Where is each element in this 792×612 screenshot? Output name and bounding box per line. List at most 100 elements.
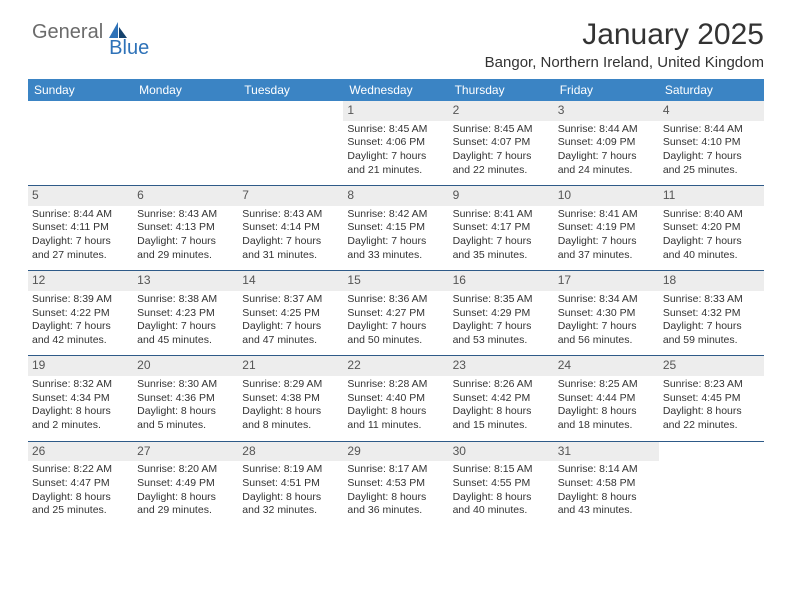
calendar-day-cell: 11 Sunrise: 8:40 AMSunset: 4:20 PMDayligh… xyxy=(659,186,764,271)
sunrise-text: Sunrise: 8:34 AM xyxy=(558,293,655,307)
daylight-line2: and 32 minutes. xyxy=(242,504,339,518)
day-number xyxy=(238,101,343,121)
calendar-week-row: 1Sunrise: 8:45 AMSunset: 4:06 PMDaylight… xyxy=(28,101,764,186)
sunrise-text: Sunrise: 8:15 AM xyxy=(453,463,550,477)
day-details: Sunrise: 8:38 AMSunset: 4:23 PMDaylight:… xyxy=(137,293,234,350)
daylight-line1: Daylight: 8 hours xyxy=(347,405,444,419)
calendar-day-cell: 2Sunrise: 8:45 AMSunset: 4:07 PMDaylight… xyxy=(449,101,554,186)
day-details: Sunrise: 8:28 AMSunset: 4:40 PMDaylight:… xyxy=(347,378,444,435)
sunrise-text: Sunrise: 8:39 AM xyxy=(32,293,129,307)
sunrise-text: Sunrise: 8:40 AM xyxy=(663,208,760,222)
day-details: Sunrise: 8:29 AMSunset: 4:38 PMDaylight:… xyxy=(242,378,339,435)
day-number: 8 xyxy=(343,186,448,206)
day-details: Sunrise: 8:23 AMSunset: 4:45 PMDaylight:… xyxy=(663,378,760,435)
sunrise-text: Sunrise: 8:22 AM xyxy=(32,463,129,477)
calendar-day-cell: 3Sunrise: 8:44 AMSunset: 4:09 PMDaylight… xyxy=(554,101,659,186)
sunrise-text: Sunrise: 8:45 AM xyxy=(453,123,550,137)
day-number: 9 xyxy=(449,186,554,206)
daylight-line2: and 29 minutes. xyxy=(137,504,234,518)
calendar-day-cell: 27Sunrise: 8:20 AMSunset: 4:49 PMDayligh… xyxy=(133,441,238,526)
calendar-day-cell: 19Sunrise: 8:32 AMSunset: 4:34 PMDayligh… xyxy=(28,356,133,441)
calendar-day-cell: 5Sunrise: 8:44 AMSunset: 4:11 PMDaylight… xyxy=(28,186,133,271)
day-details: Sunrise: 8:22 AMSunset: 4:47 PMDaylight:… xyxy=(32,463,129,520)
sunrise-text: Sunrise: 8:19 AM xyxy=(242,463,339,477)
daylight-line2: and 40 minutes. xyxy=(663,249,760,263)
calendar-body: 1Sunrise: 8:45 AMSunset: 4:06 PMDaylight… xyxy=(28,101,764,526)
sunset-text: Sunset: 4:13 PM xyxy=(137,221,234,235)
sunset-text: Sunset: 4:55 PM xyxy=(453,477,550,491)
sunrise-text: Sunrise: 8:41 AM xyxy=(558,208,655,222)
daylight-line2: and 35 minutes. xyxy=(453,249,550,263)
sunset-text: Sunset: 4:19 PM xyxy=(558,221,655,235)
calendar-day-cell: 17Sunrise: 8:34 AMSunset: 4:30 PMDayligh… xyxy=(554,271,659,356)
sunset-text: Sunset: 4:44 PM xyxy=(558,392,655,406)
sunset-text: Sunset: 4:40 PM xyxy=(347,392,444,406)
daylight-line1: Daylight: 8 hours xyxy=(137,405,234,419)
sunset-text: Sunset: 4:36 PM xyxy=(137,392,234,406)
sunset-text: Sunset: 4:20 PM xyxy=(663,221,760,235)
day-details: Sunrise: 8:41 AMSunset: 4:17 PMDaylight:… xyxy=(453,208,550,265)
sunset-text: Sunset: 4:58 PM xyxy=(558,477,655,491)
daylight-line1: Daylight: 7 hours xyxy=(558,320,655,334)
calendar-day-cell: 4Sunrise: 8:44 AMSunset: 4:10 PMDaylight… xyxy=(659,101,764,186)
daylight-line2: and 43 minutes. xyxy=(558,504,655,518)
calendar-day-cell: 15Sunrise: 8:36 AMSunset: 4:27 PMDayligh… xyxy=(343,271,448,356)
day-details: Sunrise: 8:26 AMSunset: 4:42 PMDaylight:… xyxy=(453,378,550,435)
daylight-line1: Daylight: 8 hours xyxy=(347,491,444,505)
daylight-line2: and 25 minutes. xyxy=(663,164,760,178)
daylight-line1: Daylight: 7 hours xyxy=(558,150,655,164)
calendar-day-cell: 31Sunrise: 8:14 AMSunset: 4:58 PMDayligh… xyxy=(554,441,659,526)
sunset-text: Sunset: 4:07 PM xyxy=(453,136,550,150)
day-header: Wednesday xyxy=(343,79,448,101)
day-details: Sunrise: 8:35 AMSunset: 4:29 PMDaylight:… xyxy=(453,293,550,350)
sunrise-text: Sunrise: 8:20 AM xyxy=(137,463,234,477)
daylight-line1: Daylight: 8 hours xyxy=(558,405,655,419)
day-header: Thursday xyxy=(449,79,554,101)
sunrise-text: Sunrise: 8:25 AM xyxy=(558,378,655,392)
day-number xyxy=(133,101,238,121)
sunset-text: Sunset: 4:17 PM xyxy=(453,221,550,235)
calendar-day-cell: 30Sunrise: 8:15 AMSunset: 4:55 PMDayligh… xyxy=(449,441,554,526)
day-details: Sunrise: 8:30 AMSunset: 4:36 PMDaylight:… xyxy=(137,378,234,435)
calendar-day-cell xyxy=(28,101,133,186)
daylight-line1: Daylight: 7 hours xyxy=(663,235,760,249)
daylight-line2: and 2 minutes. xyxy=(32,419,129,433)
sunset-text: Sunset: 4:32 PM xyxy=(663,307,760,321)
day-details: Sunrise: 8:20 AMSunset: 4:49 PMDaylight:… xyxy=(137,463,234,520)
day-number: 21 xyxy=(238,356,343,376)
day-number: 10 xyxy=(554,186,659,206)
daylight-line2: and 15 minutes. xyxy=(453,419,550,433)
sunset-text: Sunset: 4:42 PM xyxy=(453,392,550,406)
daylight-line1: Daylight: 8 hours xyxy=(32,491,129,505)
day-details: Sunrise: 8:43 AMSunset: 4:14 PMDaylight:… xyxy=(242,208,339,265)
day-header: Tuesday xyxy=(238,79,343,101)
daylight-line1: Daylight: 8 hours xyxy=(242,405,339,419)
day-number: 20 xyxy=(133,356,238,376)
sunrise-text: Sunrise: 8:35 AM xyxy=(453,293,550,307)
day-header: Saturday xyxy=(659,79,764,101)
daylight-line1: Daylight: 8 hours xyxy=(453,491,550,505)
sunrise-text: Sunrise: 8:36 AM xyxy=(347,293,444,307)
daylight-line1: Daylight: 7 hours xyxy=(663,320,760,334)
sunset-text: Sunset: 4:38 PM xyxy=(242,392,339,406)
sunset-text: Sunset: 4:14 PM xyxy=(242,221,339,235)
day-details: Sunrise: 8:45 AMSunset: 4:07 PMDaylight:… xyxy=(453,123,550,180)
day-header: Friday xyxy=(554,79,659,101)
day-number: 11 xyxy=(659,186,764,206)
sunrise-text: Sunrise: 8:37 AM xyxy=(242,293,339,307)
sunset-text: Sunset: 4:15 PM xyxy=(347,221,444,235)
day-details: Sunrise: 8:41 AMSunset: 4:19 PMDaylight:… xyxy=(558,208,655,265)
sunset-text: Sunset: 4:27 PM xyxy=(347,307,444,321)
day-details: Sunrise: 8:39 AMSunset: 4:22 PMDaylight:… xyxy=(32,293,129,350)
sunset-text: Sunset: 4:45 PM xyxy=(663,392,760,406)
day-number: 23 xyxy=(449,356,554,376)
sunset-text: Sunset: 4:23 PM xyxy=(137,307,234,321)
day-details: Sunrise: 8:32 AMSunset: 4:34 PMDaylight:… xyxy=(32,378,129,435)
day-number: 5 xyxy=(28,186,133,206)
day-header: Sunday xyxy=(28,79,133,101)
day-number: 2 xyxy=(449,101,554,121)
sunset-text: Sunset: 4:09 PM xyxy=(558,136,655,150)
calendar-day-cell: 23Sunrise: 8:26 AMSunset: 4:42 PMDayligh… xyxy=(449,356,554,441)
day-number: 29 xyxy=(343,442,448,462)
calendar-header-row: SundayMondayTuesdayWednesdayThursdayFrid… xyxy=(28,79,764,101)
